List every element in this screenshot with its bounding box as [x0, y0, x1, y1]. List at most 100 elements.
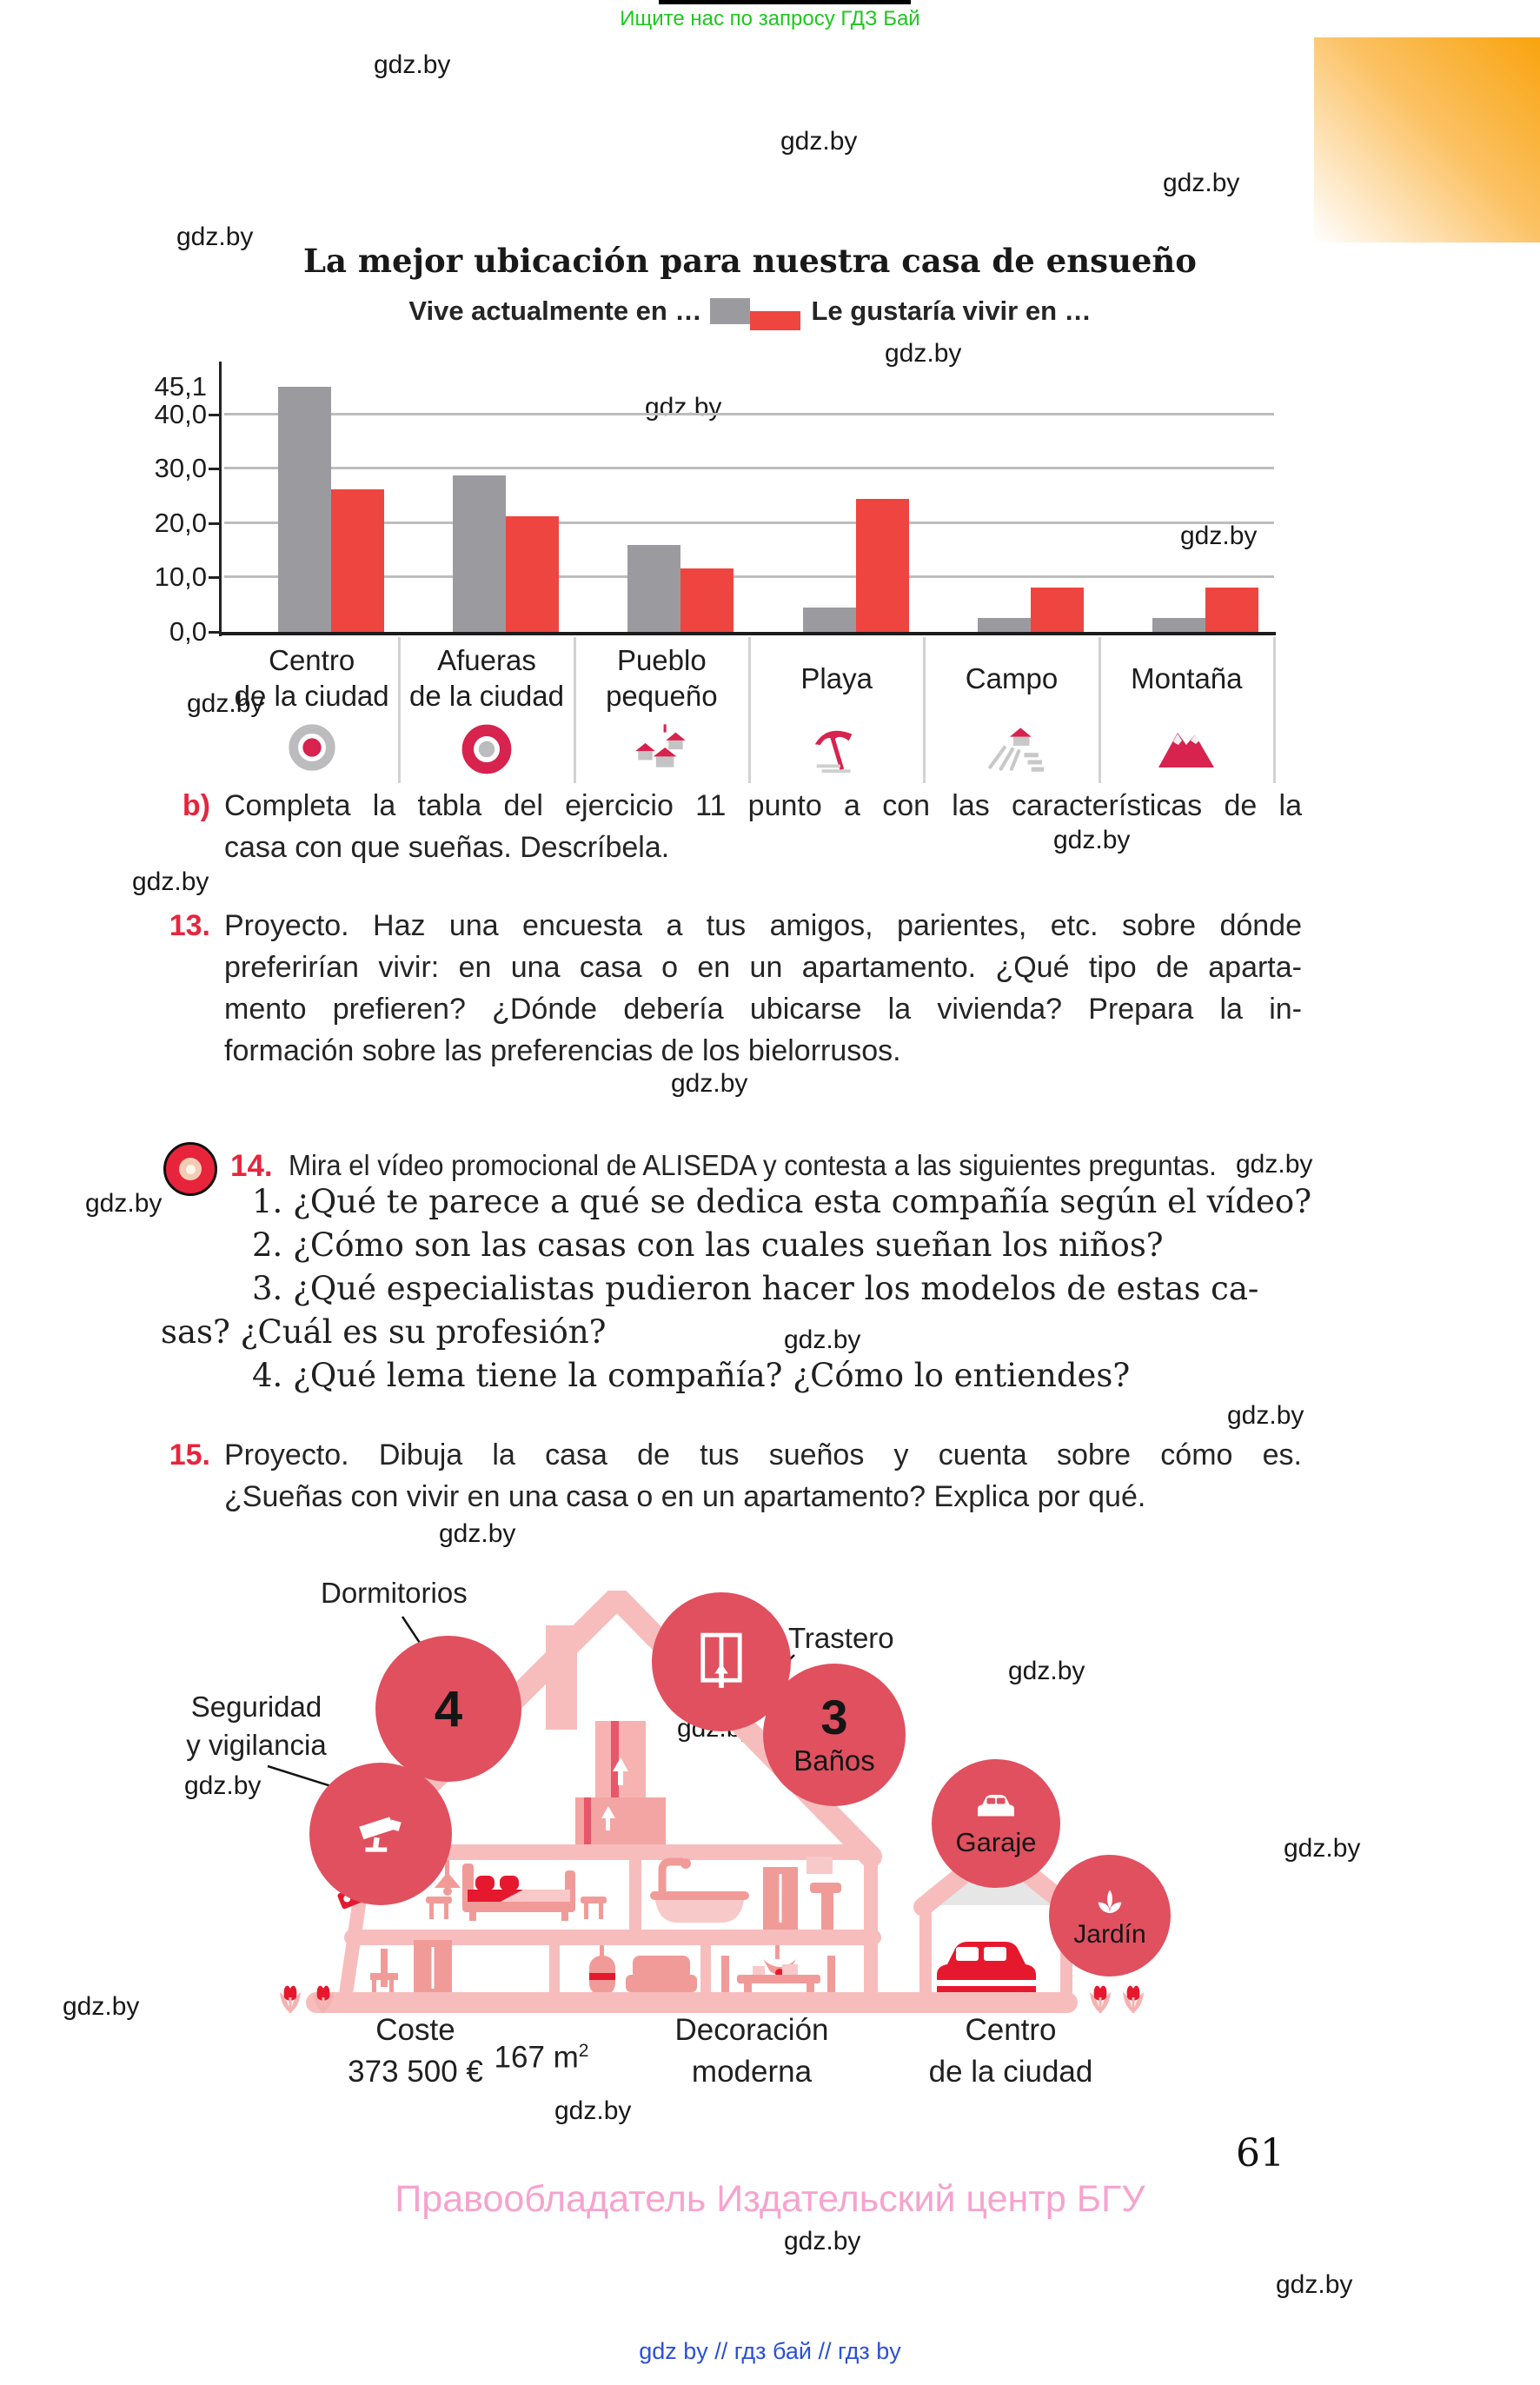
- baths-badge: 3 Baños: [763, 1664, 906, 1806]
- category-separator: [1098, 637, 1101, 783]
- gridline: [224, 412, 1274, 415]
- gridline: [224, 575, 1274, 579]
- watermark: gdz.by: [784, 1325, 861, 1354]
- exercise-b: b) Completa la tabla del ejercicio 11 pun…: [183, 785, 1302, 868]
- watermark: gdz.by: [374, 50, 451, 79]
- text-line: Proyecto. Haz una encuesta a tus amigos,…: [224, 909, 1302, 942]
- video-disc-center: [179, 1158, 202, 1180]
- category-label: Afueras: [437, 644, 536, 676]
- watermark: gdz.by: [1008, 1657, 1085, 1685]
- exercise-number: 13.: [169, 909, 210, 942]
- watermark: gdz.by: [439, 1519, 516, 1548]
- watermark: gdz.by: [554, 2096, 632, 2125]
- category-2: Afueras de la ciudad: [399, 637, 574, 786]
- bar-current: [802, 608, 856, 632]
- category-separator: [748, 637, 751, 783]
- legend-label-current: Vive actualmente en …: [408, 296, 702, 326]
- bar-current: [1152, 618, 1206, 632]
- bar-wish: [1031, 588, 1084, 632]
- text-line: preferirían vivir: en una casa o en un a…: [224, 951, 1302, 984]
- bar-wish: [330, 489, 384, 632]
- watermark: gdz.by: [1163, 169, 1240, 197]
- footer-tagline: gdz by // гдз бай // гдз by: [639, 2338, 901, 2364]
- garden-badge: Jardín: [1049, 1855, 1171, 1976]
- bar-wish: [1205, 588, 1259, 632]
- category-6: Montaña: [1099, 637, 1274, 779]
- exercise-14-number: 14.: [230, 1149, 273, 1183]
- decoration-label: Decoración moderna: [674, 2013, 829, 2089]
- bar-current: [453, 475, 506, 632]
- watermark: gdz.by: [1053, 826, 1131, 854]
- gridline: [224, 521, 1274, 524]
- watermark: gdz.by: [671, 1069, 748, 1098]
- target-gray-icon: [224, 721, 399, 782]
- category-label: Playa: [800, 662, 873, 694]
- category-5: Campo: [924, 637, 1099, 781]
- category-label: Centro: [269, 644, 355, 676]
- category-label: de la ciudad: [234, 680, 389, 712]
- garden-label: Jardín: [1073, 1920, 1146, 1949]
- field-icon: [924, 722, 1099, 781]
- category-4: Playa: [749, 637, 924, 784]
- category-label: pequeño: [606, 680, 718, 712]
- watermark: gdz.by: [1236, 1150, 1313, 1179]
- area-label: 167 m2: [494, 2040, 589, 2075]
- city-center-label: Centro de la ciudad: [928, 2013, 1093, 2089]
- bar-current: [627, 545, 681, 632]
- legend-swatch-gray: [710, 298, 751, 324]
- watermark: gdz.by: [1276, 2270, 1353, 2299]
- category-axis: Centro de la ciudad Afueras de la ciudad Pue…: [224, 637, 1276, 787]
- text-line: Proyecto. Dibuja la casa de tus sueños y…: [224, 1438, 1302, 1472]
- question-line: 3. ¿Qué especialistas pudieron hacer los…: [252, 1270, 1259, 1307]
- storage-label: Trastero: [788, 1622, 894, 1654]
- y-tick-label: 20,0: [154, 507, 207, 538]
- y-tick-label: 10,0: [154, 561, 207, 593]
- chart-title: La mejor ubicación para nuestra casa de …: [303, 242, 1197, 280]
- legend-swatch-red: [750, 311, 801, 330]
- exercise-14-text: Mira el vídeo promocional de ALISEDA y c…: [289, 1149, 1217, 1181]
- category-1: Centro de la ciudad: [224, 637, 399, 782]
- security-badge: [309, 1763, 452, 1905]
- category-separator: [923, 637, 926, 783]
- orange-corner-decoration: [1314, 37, 1540, 242]
- exercise-number: b): [182, 789, 210, 822]
- exercise-14-questions: 1. ¿Qué te parece a qué se dedica esta c…: [161, 1180, 1343, 1398]
- category-3: Pueblo pequeño: [574, 637, 749, 779]
- garage-label: Garaje: [955, 1827, 1037, 1857]
- security-label: Seguridad y vigilancia: [186, 1691, 327, 1761]
- y-tick-mark: [209, 413, 221, 416]
- y-axis-labels: 45,1 40,0 30,0 20,0 10,0 0,0: [104, 368, 216, 647]
- category-separator: [573, 637, 576, 783]
- bedrooms-label: Dormitorios: [321, 1577, 468, 1609]
- bar-current: [978, 618, 1031, 632]
- y-tick-label: 30,0: [154, 453, 207, 484]
- question-line: 1. ¿Qué te parece a qué se dedica esta c…: [252, 1183, 1312, 1220]
- watermark: gdz.by: [1180, 522, 1258, 550]
- category-label: Pueblo: [616, 644, 707, 676]
- watermark: gdz.by: [176, 223, 254, 251]
- car-icon: [978, 1795, 1014, 1817]
- category-label: de la ciudad: [409, 680, 564, 712]
- bar-current: [277, 387, 331, 632]
- category-label: Campo: [965, 662, 1059, 694]
- mountain-icon: [1099, 722, 1274, 779]
- bar-wish: [855, 499, 909, 632]
- y-tick-mark: [209, 576, 221, 580]
- question-line: sas? ¿Cuál es su profesión?: [161, 1313, 607, 1351]
- watermark: gdz.by: [780, 127, 858, 156]
- bar-wish: [506, 516, 559, 632]
- scan-artifact-bar: [659, 0, 911, 4]
- category-separator: [398, 637, 402, 783]
- security-camera-icon: [359, 1817, 402, 1852]
- wardrobe-icon: [700, 1632, 742, 1688]
- watermark: gdz.by: [1284, 1834, 1361, 1863]
- beach-icon: [749, 722, 924, 784]
- cost-label: Coste 373 500 €: [348, 2013, 483, 2089]
- watermark: gdz.by: [85, 1189, 163, 1218]
- watermark: gdz.by: [645, 393, 722, 422]
- exercise-15: 15. Proyecto. Dibuja la casa de tus sueño…: [169, 1434, 1302, 1518]
- garage-badge: Garaje: [932, 1759, 1060, 1888]
- question-line: 2. ¿Cómo son las casas con las cuales su…: [252, 1226, 1164, 1264]
- text-line: ¿Sueñas con vivir en una casa o en un ap…: [224, 1480, 1146, 1513]
